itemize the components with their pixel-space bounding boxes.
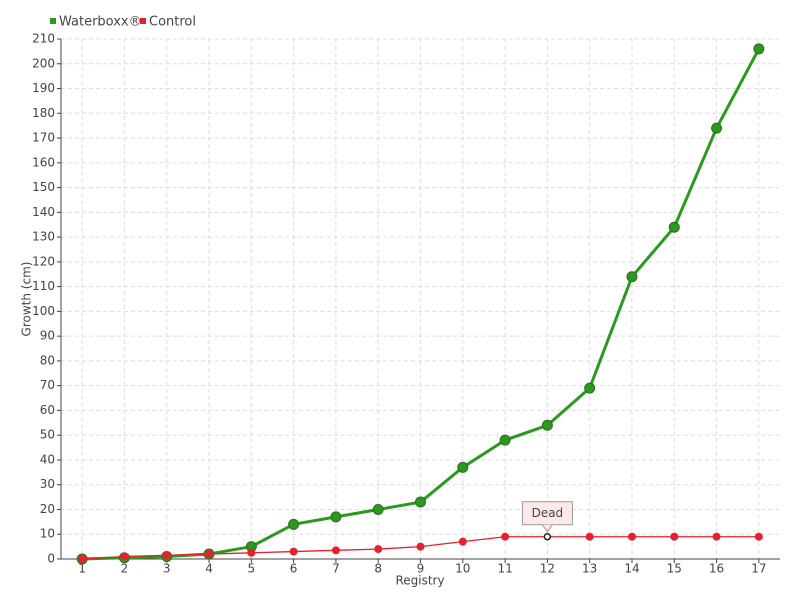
data-point (288, 518, 300, 530)
y-tick-label: 50 (40, 428, 55, 442)
x-tick-label: 14 (624, 562, 639, 576)
y-tick-label: 90 (40, 329, 55, 343)
x-tick-label: 17 (751, 562, 766, 576)
data-point (205, 550, 214, 559)
data-point (627, 532, 636, 541)
x-tick-label: 4 (205, 562, 213, 576)
annotation-pointer (541, 524, 553, 533)
data-point (330, 511, 342, 523)
y-tick-label: 210 (32, 32, 55, 46)
y-tick-label: 160 (32, 155, 55, 169)
data-point (754, 532, 763, 541)
x-axis-label: Registry (395, 574, 444, 588)
x-tick-label: 10 (455, 562, 470, 576)
y-tick-label: 80 (40, 353, 55, 367)
data-point (331, 546, 340, 555)
y-tick-label: 30 (40, 477, 55, 491)
y-tick-label: 100 (32, 304, 55, 318)
data-point (753, 43, 765, 55)
x-tick-label: 6 (290, 562, 298, 576)
data-point (670, 532, 679, 541)
x-tick-label: 7 (332, 562, 340, 576)
y-tick-label: 60 (40, 403, 55, 417)
data-point (374, 545, 383, 554)
x-tick-label: 1 (78, 562, 86, 576)
y-tick-label: 140 (32, 205, 55, 219)
x-tick-label: 16 (709, 562, 724, 576)
x-tick-label: 9 (417, 562, 425, 576)
data-point (712, 532, 721, 541)
y-tick-label: 70 (40, 378, 55, 392)
data-point (120, 552, 129, 561)
data-point (541, 419, 553, 431)
data-point (78, 555, 87, 563)
data-point (501, 532, 510, 541)
x-tick-label: 5 (248, 562, 256, 576)
data-point (372, 503, 384, 515)
x-tick-label: 13 (582, 562, 597, 576)
annotation-label: Dead (532, 506, 564, 520)
data-point (711, 122, 723, 134)
data-point (289, 547, 298, 556)
data-point (247, 548, 256, 557)
y-tick-label: 190 (32, 81, 55, 95)
data-point (499, 434, 511, 446)
data-point (415, 496, 426, 508)
data-point (668, 221, 680, 233)
data-point (585, 532, 594, 541)
y-tick-label: 20 (40, 502, 55, 516)
y-tick-label: 170 (32, 131, 55, 145)
legend-label: Waterboxx® (59, 15, 142, 30)
x-tick-label: 15 (667, 562, 682, 576)
y-tick-label: 40 (40, 452, 55, 466)
x-tick-label: 11 (497, 562, 512, 576)
data-point (584, 382, 596, 394)
y-tick-label: 200 (32, 56, 55, 70)
y-tick-label: 110 (32, 279, 55, 293)
data-point (626, 271, 638, 283)
x-tick-label: 12 (540, 562, 555, 576)
data-point (458, 537, 467, 546)
y-axis-label: Growth (cm) (20, 262, 34, 337)
y-tick-label: 120 (32, 254, 55, 268)
legend-swatch (50, 18, 56, 24)
legend-swatch (140, 18, 146, 24)
y-tick-label: 10 (40, 527, 55, 541)
y-tick-label: 180 (32, 106, 55, 120)
data-point (416, 542, 425, 551)
x-tick-label: 3 (163, 562, 171, 576)
data-point (543, 532, 552, 541)
legend-label: Control (149, 15, 196, 30)
y-tick-label: 150 (32, 180, 55, 194)
data-point (162, 551, 171, 560)
x-tick-label: 2 (121, 562, 129, 576)
data-point (457, 461, 469, 473)
y-tick-label: 0 (47, 552, 55, 566)
x-tick-label: 8 (374, 562, 382, 576)
y-tick-label: 130 (32, 230, 55, 244)
